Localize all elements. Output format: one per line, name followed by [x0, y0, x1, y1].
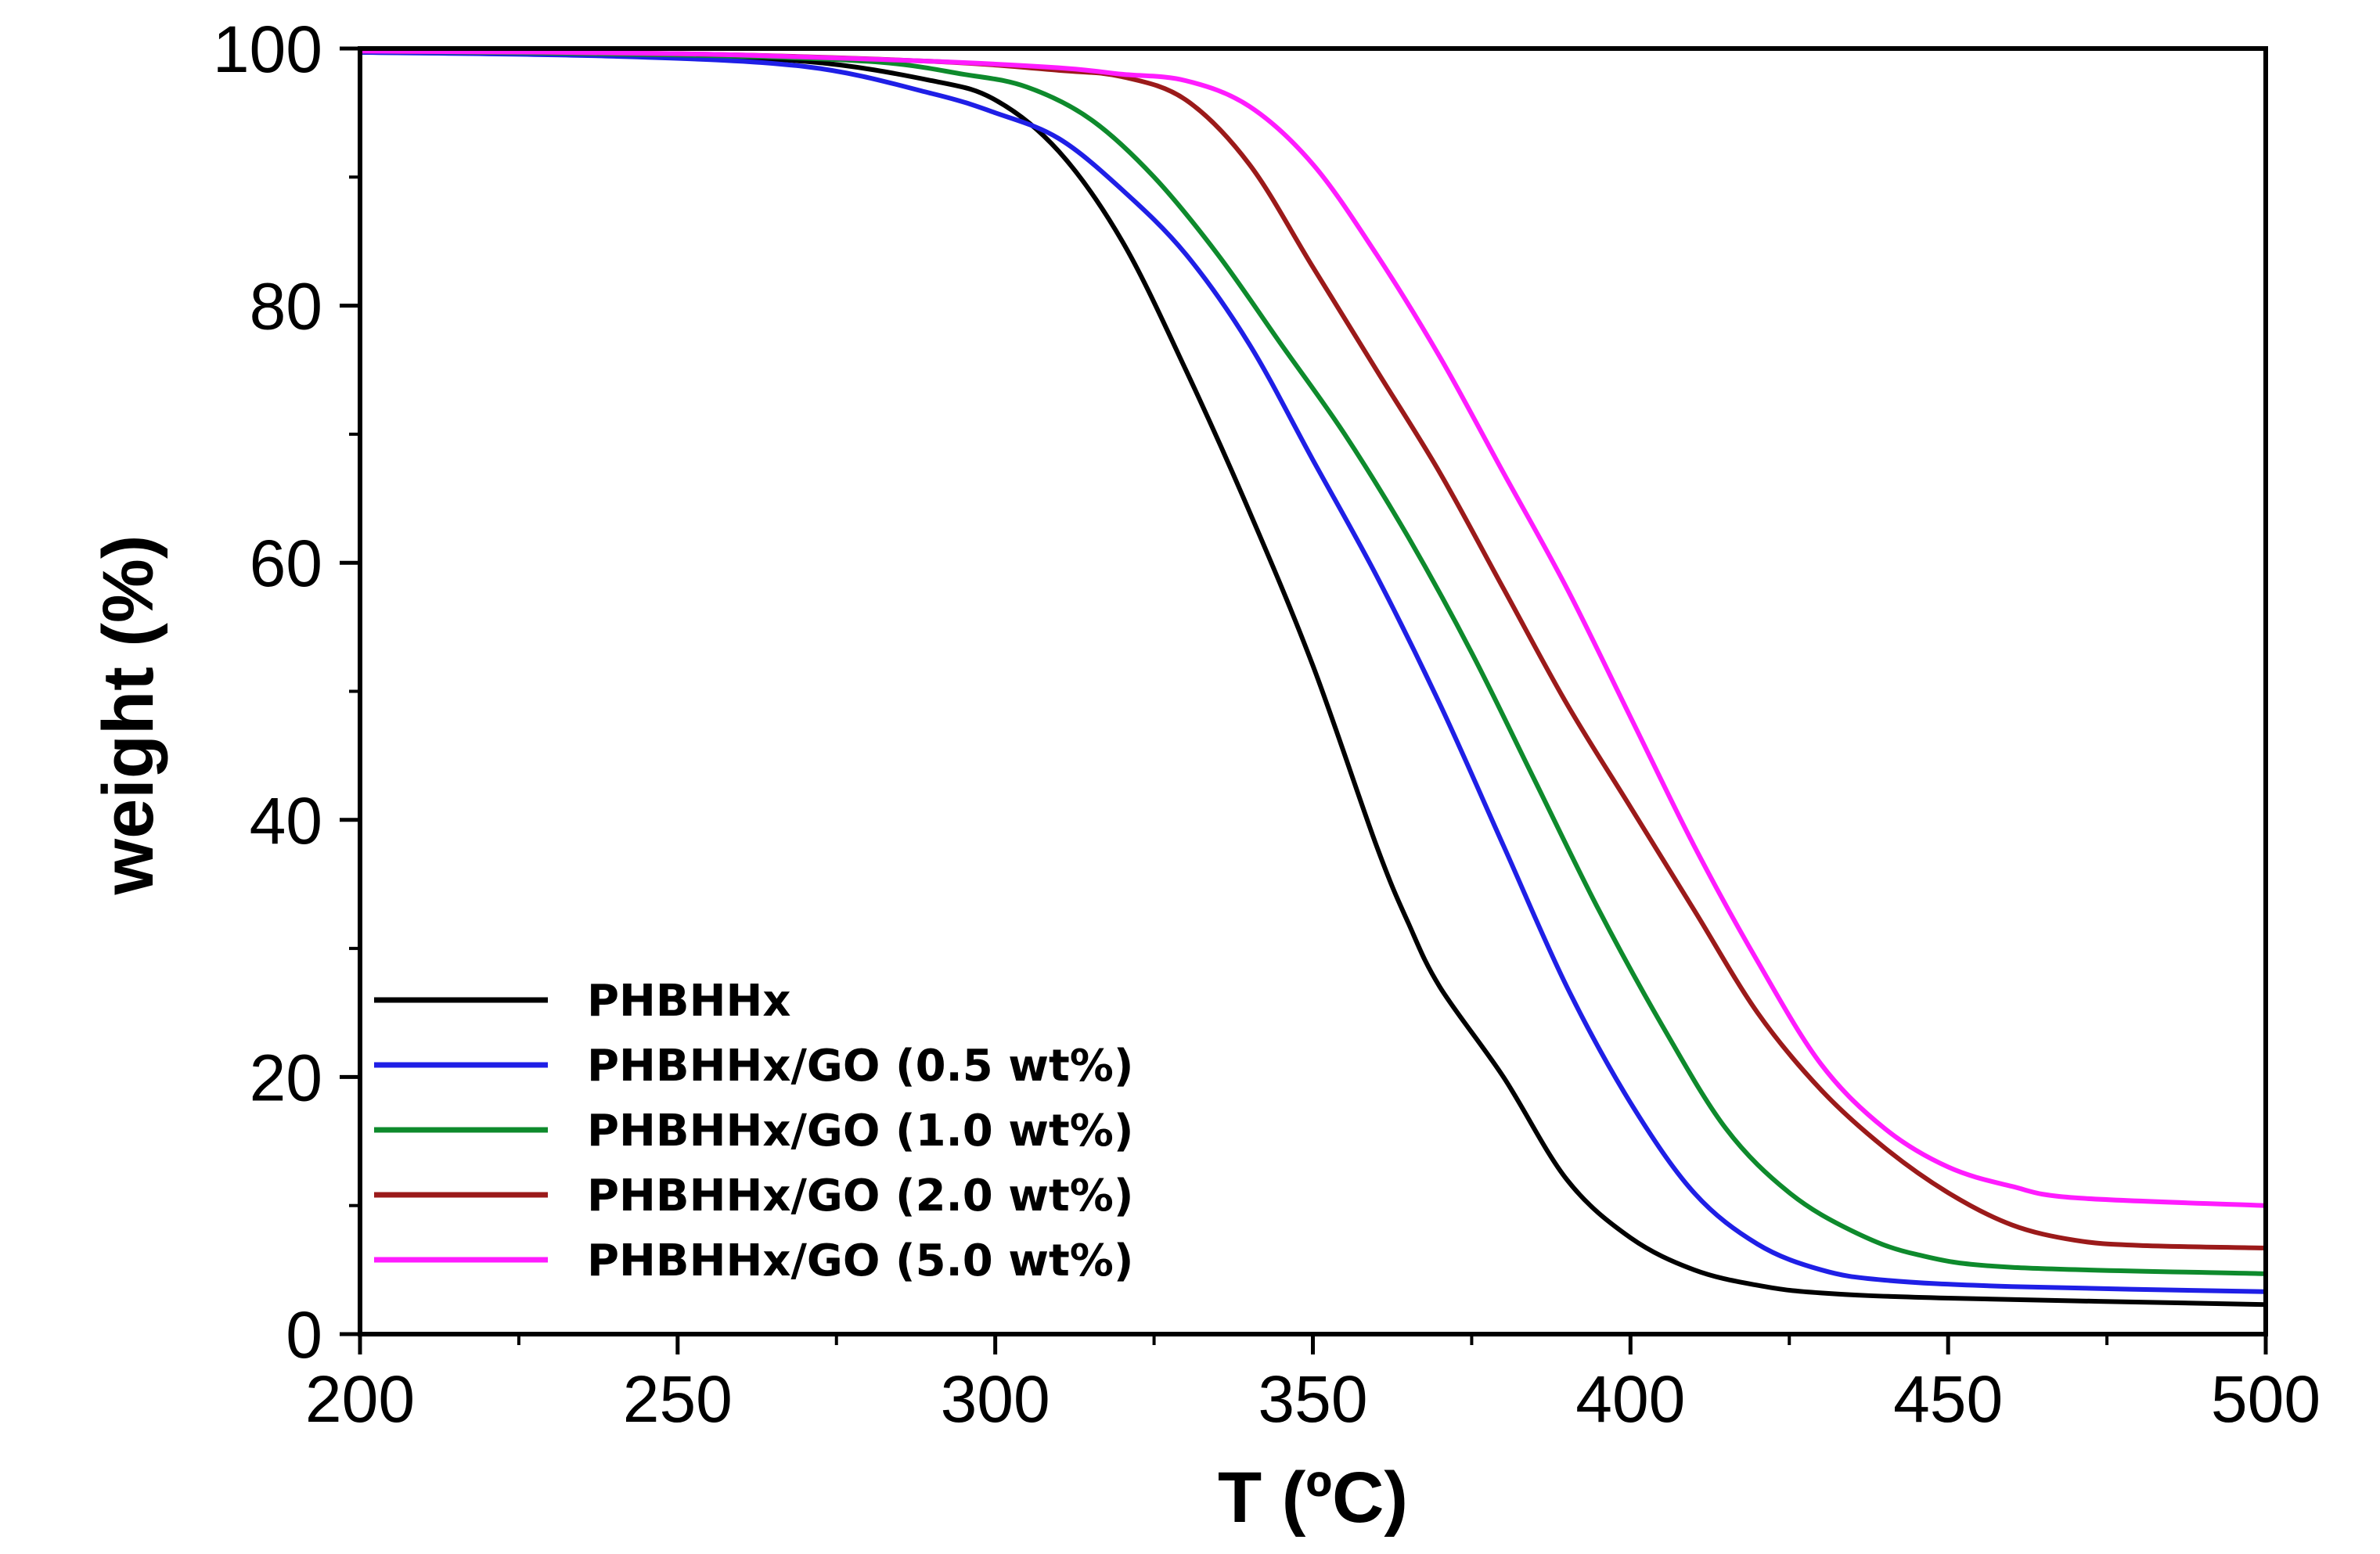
legend-label-4: PHBHHx/GO (2.0 wt%): [587, 1171, 1133, 1221]
legend-label-1: PHBHHx: [587, 976, 790, 1027]
x-tick-label: 400: [1575, 1362, 1685, 1436]
x-tick-label: 250: [623, 1362, 733, 1436]
y-tick-label: 40: [250, 784, 322, 858]
legend-label-2: PHBHHx/GO (0.5 wt%): [587, 1041, 1133, 1092]
x-tick-label: 300: [941, 1362, 1050, 1436]
y-axis-title: weight (%): [88, 535, 168, 896]
y-tick-label: 60: [250, 527, 322, 600]
x-tick-label: 500: [2211, 1362, 2321, 1436]
legend-label-3: PHBHHx/GO (1.0 wt%): [587, 1106, 1133, 1157]
series-layer: [359, 49, 2267, 1308]
series-line-2: [359, 49, 2267, 1294]
x-tick-label: 200: [305, 1362, 415, 1436]
y-tick-label: 0: [286, 1298, 322, 1372]
x-tick-label: 350: [1258, 1362, 1367, 1436]
series-line-3: [359, 49, 2267, 1276]
y-tick-label: 20: [250, 1041, 322, 1114]
y-tick-label: 80: [250, 270, 322, 344]
legend: PHBHHx PHBHHx/GO (0.5 wt%) PHBHHx/GO (1.0 …: [374, 976, 1133, 1286]
x-tick-label: 450: [1893, 1362, 2003, 1436]
series-line-5: [359, 49, 2267, 1208]
y-tick-label: 100: [213, 13, 322, 86]
series-line-1: [359, 49, 2267, 1308]
axis-layer: 200 250 300 350 400 450 500 0 20 40 60 80 100: [213, 13, 2321, 1436]
x-axis-title: T (ºC): [1218, 1458, 1408, 1538]
legend-label-5: PHBHHx/GO (5.0 wt%): [587, 1236, 1133, 1286]
